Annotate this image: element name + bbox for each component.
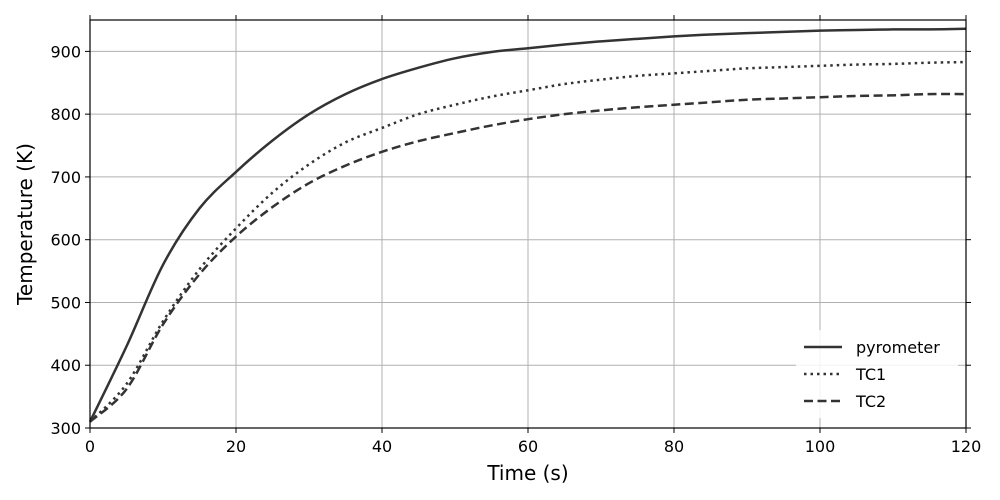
series-line-tc1 (89, 60, 967, 423)
y-axis-label: Temperature (K) (13, 143, 37, 306)
y-tick-label: 400 (50, 356, 81, 375)
y-tick-label: 900 (50, 42, 81, 61)
y-tick-label: 700 (50, 168, 81, 187)
series-line-tc2 (89, 92, 967, 423)
axis-ticks: 0 20 40 60 80 100 120 300 400 500 600 700 800 900 (50, 15, 981, 456)
x-tick-label: 120 (951, 437, 982, 456)
grid (89, 20, 967, 429)
legend-box (796, 330, 958, 418)
x-tick-label: 20 (226, 437, 246, 456)
x-tick-label: 100 (805, 437, 836, 456)
legend-label-pyrometer: pyrometer (856, 338, 940, 357)
y-tick-label: 800 (50, 105, 81, 124)
x-tick-label: 0 (85, 437, 95, 456)
series-line-pyrometer (88, 27, 967, 423)
y-tick-label: 600 (50, 231, 81, 250)
legend: pyrometer TC1 TC2 (796, 330, 958, 418)
x-tick-label: 60 (518, 437, 538, 456)
series-lines (88, 27, 967, 423)
x-axis-label: Time (s) (486, 461, 568, 485)
y-tick-label: 500 (50, 293, 81, 312)
x-tick-label: 80 (664, 437, 684, 456)
y-tick-label: 300 (50, 419, 81, 438)
legend-label-tc2: TC2 (855, 392, 886, 411)
legend-label-tc1: TC1 (855, 365, 886, 384)
x-tick-label: 40 (372, 437, 392, 456)
